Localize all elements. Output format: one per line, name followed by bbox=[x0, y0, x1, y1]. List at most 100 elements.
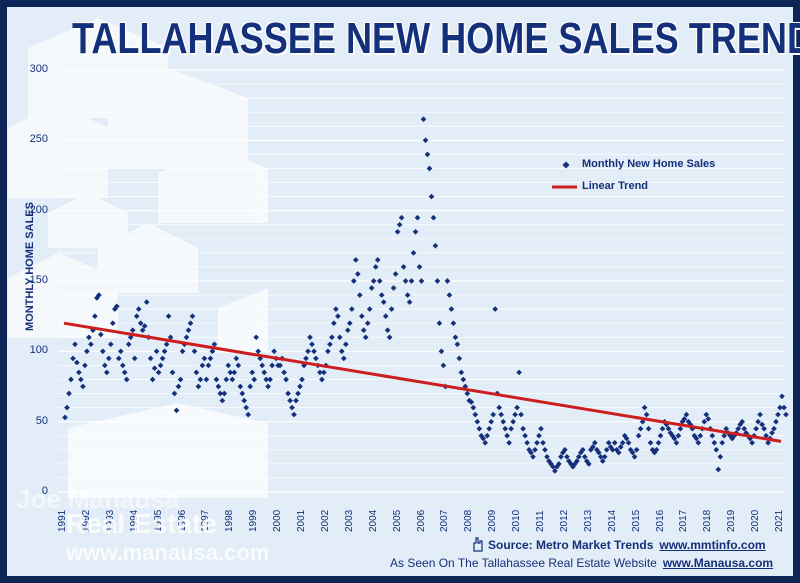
data-point bbox=[538, 425, 544, 432]
data-point bbox=[597, 453, 604, 460]
data-point bbox=[161, 348, 168, 355]
data-point bbox=[175, 383, 182, 390]
data-point bbox=[199, 362, 206, 369]
data-point bbox=[711, 439, 718, 446]
data-point bbox=[472, 411, 479, 418]
data-point bbox=[394, 228, 401, 235]
data-point bbox=[64, 404, 70, 411]
data-point bbox=[416, 264, 423, 270]
data-point bbox=[62, 414, 68, 421]
data-point bbox=[544, 453, 550, 460]
data-point bbox=[641, 404, 648, 411]
data-point bbox=[70, 355, 76, 362]
data-point bbox=[450, 320, 457, 327]
data-point bbox=[655, 439, 662, 446]
data-point bbox=[193, 369, 200, 376]
data-point bbox=[179, 348, 186, 355]
data-point bbox=[522, 432, 528, 439]
data-point bbox=[769, 430, 775, 436]
data-point bbox=[348, 306, 355, 312]
y-tick-label: 250 bbox=[29, 133, 48, 146]
data-point bbox=[105, 355, 112, 362]
data-point bbox=[629, 449, 636, 456]
data-point bbox=[151, 365, 158, 372]
data-point bbox=[532, 446, 538, 453]
data-point bbox=[189, 313, 196, 320]
data-point bbox=[131, 355, 138, 362]
data-point bbox=[171, 390, 178, 397]
data-point bbox=[225, 362, 232, 369]
data-point bbox=[336, 334, 343, 341]
data-point bbox=[269, 362, 275, 369]
data-point bbox=[237, 383, 244, 390]
data-point bbox=[86, 334, 92, 341]
data-point bbox=[153, 348, 160, 355]
seen-url-link[interactable]: www.Manausa.com bbox=[662, 556, 774, 570]
data-point bbox=[761, 425, 767, 432]
data-point bbox=[99, 348, 106, 355]
y-tick-label: 0 bbox=[41, 485, 48, 497]
data-point bbox=[157, 362, 164, 369]
data-point bbox=[659, 425, 666, 432]
data-point bbox=[605, 439, 612, 446]
data-point bbox=[452, 334, 459, 341]
data-point bbox=[249, 369, 256, 376]
data-point bbox=[721, 432, 728, 439]
data-point bbox=[313, 355, 319, 362]
data-point bbox=[115, 355, 122, 362]
data-point bbox=[677, 425, 684, 432]
data-point bbox=[444, 278, 451, 284]
source-url-link[interactable]: www.mmtinfo.com bbox=[659, 538, 766, 552]
data-point bbox=[92, 313, 98, 320]
data-point bbox=[703, 411, 710, 418]
data-point bbox=[173, 407, 180, 414]
data-point bbox=[697, 432, 704, 439]
data-point bbox=[344, 327, 351, 334]
data-point bbox=[779, 393, 785, 400]
data-point bbox=[231, 369, 238, 376]
branding-line2: www.manausa.com bbox=[66, 540, 270, 565]
data-point bbox=[763, 432, 769, 439]
data-point bbox=[635, 432, 642, 439]
trend-line bbox=[63, 321, 782, 443]
data-point bbox=[329, 334, 335, 341]
data-point bbox=[476, 425, 483, 432]
data-point bbox=[327, 341, 333, 348]
data-point bbox=[378, 292, 385, 298]
data-point bbox=[410, 250, 417, 256]
data-point bbox=[107, 341, 114, 348]
data-point bbox=[309, 341, 315, 348]
data-point bbox=[68, 376, 74, 383]
data-point bbox=[335, 313, 341, 320]
data-point bbox=[265, 383, 271, 390]
data-point bbox=[713, 446, 720, 453]
data-point bbox=[354, 271, 361, 277]
data-point bbox=[346, 320, 353, 327]
data-point bbox=[386, 334, 393, 341]
pointing-hand-icon bbox=[473, 537, 483, 552]
data-point bbox=[757, 411, 763, 418]
data-point bbox=[528, 449, 534, 456]
y-tick-label: 150 bbox=[29, 274, 48, 286]
y-tick-label: 200 bbox=[29, 203, 48, 216]
data-point bbox=[321, 369, 327, 376]
data-point bbox=[434, 278, 441, 284]
data-point bbox=[705, 416, 712, 422]
data-point bbox=[319, 376, 325, 383]
data-point bbox=[177, 376, 184, 383]
data-point bbox=[723, 425, 730, 432]
y-tick-label: 300 bbox=[29, 63, 48, 75]
data-point bbox=[221, 390, 228, 397]
data-point bbox=[271, 348, 277, 355]
data-point bbox=[305, 348, 311, 355]
data-point bbox=[617, 444, 624, 450]
data-point bbox=[135, 306, 142, 312]
data-point bbox=[645, 425, 652, 432]
data-point bbox=[253, 334, 260, 341]
data-point bbox=[579, 446, 586, 453]
data-point bbox=[695, 439, 702, 446]
data-point bbox=[643, 411, 650, 418]
data-point bbox=[239, 390, 246, 397]
data-point bbox=[550, 463, 556, 470]
data-point bbox=[524, 439, 530, 446]
